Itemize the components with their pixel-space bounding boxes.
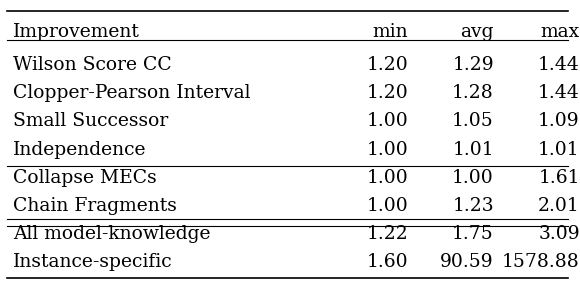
Text: 1.23: 1.23 (452, 197, 494, 215)
Text: 2.01: 2.01 (538, 197, 580, 215)
Text: 1.60: 1.60 (367, 253, 408, 271)
Text: max: max (541, 23, 580, 41)
Text: 3.09: 3.09 (538, 225, 580, 243)
Text: 1.00: 1.00 (367, 197, 408, 215)
Text: 1.20: 1.20 (367, 56, 408, 74)
Text: All model-knowledge: All model-knowledge (13, 225, 211, 243)
Text: 1.05: 1.05 (452, 112, 494, 131)
Text: 1.01: 1.01 (452, 140, 494, 159)
Text: Clopper-Pearson Interval: Clopper-Pearson Interval (13, 84, 251, 102)
Text: 1.09: 1.09 (538, 112, 580, 131)
Text: 1.00: 1.00 (452, 169, 494, 187)
Text: 1.01: 1.01 (538, 140, 580, 159)
Text: 1.75: 1.75 (452, 225, 494, 243)
Text: Improvement: Improvement (13, 23, 140, 41)
Text: 1.20: 1.20 (367, 84, 408, 102)
Text: 1.00: 1.00 (367, 169, 408, 187)
Text: 1.00: 1.00 (367, 140, 408, 159)
Text: Instance-specific: Instance-specific (13, 253, 172, 271)
Text: avg: avg (461, 23, 494, 41)
Text: 90.59: 90.59 (440, 253, 494, 271)
Text: Chain Fragments: Chain Fragments (13, 197, 177, 215)
Text: 1.29: 1.29 (452, 56, 494, 74)
Text: 1.00: 1.00 (367, 112, 408, 131)
Text: Wilson Score CC: Wilson Score CC (13, 56, 172, 74)
Text: 1.22: 1.22 (367, 225, 408, 243)
Text: min: min (372, 23, 408, 41)
Text: 1578.88: 1578.88 (502, 253, 580, 271)
Text: Collapse MECs: Collapse MECs (13, 169, 157, 187)
Text: 1.44: 1.44 (538, 56, 580, 74)
Text: 1.28: 1.28 (452, 84, 494, 102)
Text: Independence: Independence (13, 140, 146, 159)
Text: 1.44: 1.44 (538, 84, 580, 102)
Text: Small Successor: Small Successor (13, 112, 168, 131)
Text: 1.61: 1.61 (538, 169, 580, 187)
